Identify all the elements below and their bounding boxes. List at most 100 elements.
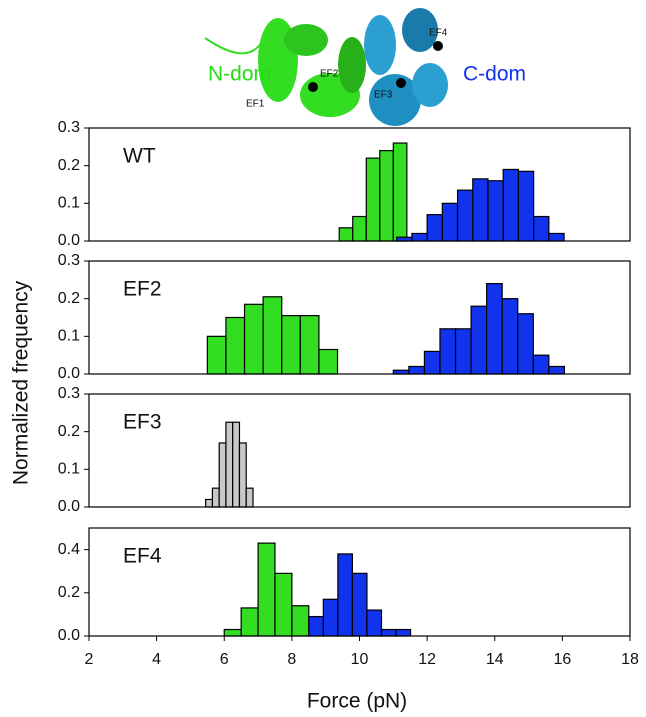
x-tick-label: 18: [621, 651, 639, 668]
bar: [274, 572, 293, 637]
y-tick-label: 0.1: [58, 195, 80, 212]
bar: [338, 227, 354, 242]
helix: [402, 8, 438, 52]
bar: [318, 348, 339, 375]
site-label: EF4: [429, 28, 448, 39]
y-tick-label: 0.0: [58, 232, 80, 249]
bar: [392, 142, 408, 242]
bar: [411, 232, 428, 242]
bar: [441, 202, 459, 242]
bar: [232, 421, 241, 508]
bar: [352, 215, 367, 242]
bar: [366, 609, 383, 637]
x-tick-label: 10: [351, 651, 369, 668]
helix: [412, 63, 448, 107]
domain-label: C-dom: [463, 63, 526, 86]
bar: [281, 315, 301, 375]
x-tick-label: 12: [418, 651, 436, 668]
bar: [395, 628, 412, 637]
bar: [454, 328, 472, 375]
bar: [423, 350, 441, 375]
bar: [211, 487, 220, 508]
bar: [223, 628, 242, 637]
bar: [380, 628, 397, 637]
plot-frame: [88, 127, 631, 242]
y-tick-label: 0.4: [58, 541, 80, 558]
bar: [299, 315, 320, 375]
y-tick-label: 0.0: [58, 627, 80, 644]
y-tick-label: 0.1: [58, 328, 80, 345]
protein-structure: N-dom C-dom EF1 EF2 EF3 EF4: [204, 8, 526, 126]
bar: [472, 178, 489, 242]
bar: [439, 328, 457, 375]
bar: [205, 498, 214, 508]
bar: [243, 303, 264, 375]
ion: [396, 78, 406, 88]
y-tick-label: 0.2: [58, 290, 80, 307]
bar: [351, 572, 368, 637]
y-tick-label: 0.0: [58, 498, 80, 515]
y-tick-label: 0.2: [58, 423, 80, 440]
bar: [501, 298, 519, 375]
bar: [532, 354, 550, 375]
panel-title: WT: [123, 145, 156, 168]
bar: [206, 335, 227, 375]
x-tick-label: 6: [220, 651, 229, 668]
bar: [548, 232, 565, 242]
bar: [486, 283, 503, 375]
y-axis-label: Normalized frequency: [10, 280, 33, 485]
helix: [284, 24, 328, 56]
y-tick-label: 0.0: [58, 365, 80, 382]
bar: [225, 316, 246, 375]
y-tick-label: 0.1: [58, 461, 80, 478]
bar: [379, 150, 394, 242]
y-tick-label: 0.3: [58, 119, 80, 136]
plot-frame: [88, 260, 631, 375]
bar: [517, 170, 535, 242]
y-tick-label: 0.3: [58, 252, 80, 269]
bar: [262, 296, 283, 375]
bar: [238, 442, 247, 508]
bar: [291, 605, 310, 637]
x-tick-label: 2: [85, 651, 94, 668]
x-tick-label: 4: [152, 651, 161, 668]
helix: [338, 37, 366, 93]
bar: [487, 180, 504, 242]
bar: [225, 421, 234, 508]
y-tick-label: 0.2: [58, 157, 80, 174]
bar: [257, 542, 276, 637]
x-axis-label: Force (pN): [307, 690, 407, 713]
helix: [364, 15, 396, 75]
loop: [204, 37, 263, 55]
panel-title: EF3: [123, 411, 162, 434]
bar: [245, 487, 254, 508]
y-tick-label: 0.2: [58, 584, 80, 601]
bar: [517, 313, 534, 375]
x-tick-label: 14: [486, 651, 504, 668]
domain-label: N-dom: [208, 63, 271, 86]
x-tick-label: 8: [287, 651, 296, 668]
panel-title: EF2: [123, 278, 162, 301]
bar: [218, 442, 227, 508]
site-label: EF1: [246, 99, 265, 110]
bar: [426, 214, 443, 242]
ion: [433, 41, 443, 51]
bar: [470, 305, 488, 375]
bar: [337, 553, 353, 637]
helix: [369, 74, 421, 126]
bar: [240, 607, 259, 637]
bar: [502, 168, 520, 242]
y-tick-label: 0.3: [58, 385, 80, 402]
bar: [308, 615, 324, 637]
bar: [322, 598, 339, 637]
site-label: EF2: [320, 69, 339, 80]
bar: [365, 157, 381, 242]
bar: [408, 365, 426, 375]
plot-frame: [88, 393, 631, 508]
site-label: EF3: [374, 90, 393, 101]
bar: [533, 215, 550, 242]
ion: [308, 82, 318, 92]
bar: [456, 189, 474, 242]
panel-title: EF4: [123, 545, 162, 568]
